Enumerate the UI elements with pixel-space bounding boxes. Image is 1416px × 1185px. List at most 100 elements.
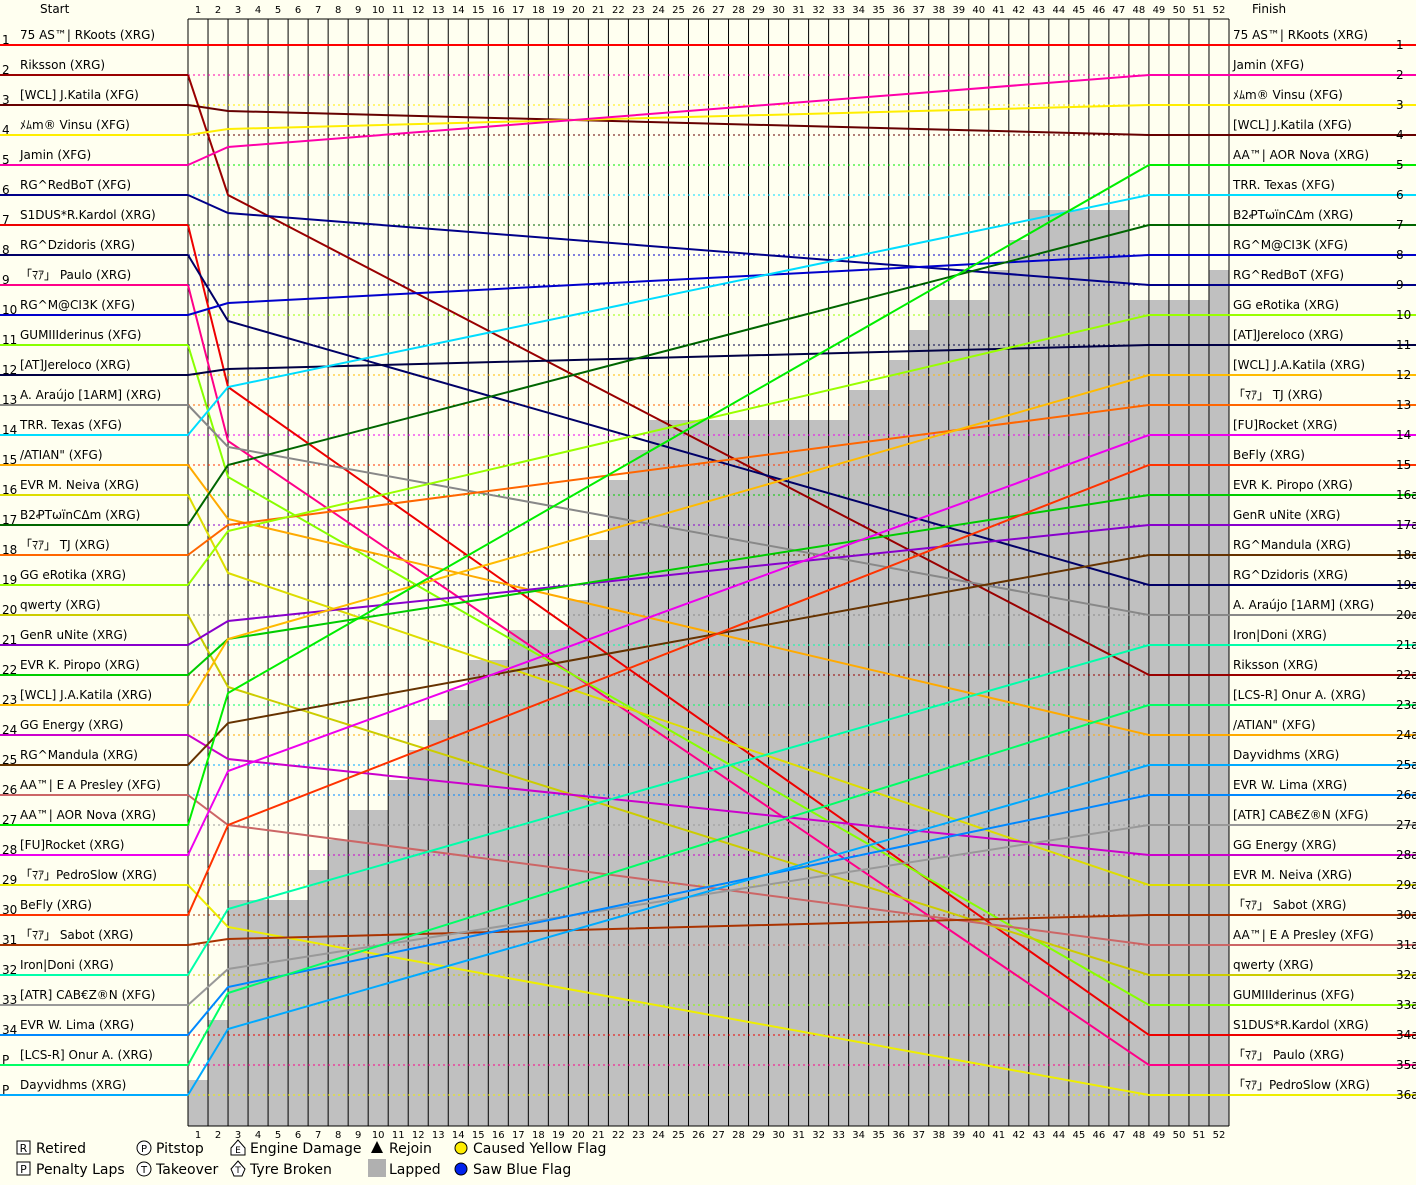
lap-number-bottom: 11 bbox=[392, 1130, 405, 1141]
lap-number-bottom: 9 bbox=[355, 1130, 361, 1141]
driver-trace bbox=[187, 254, 1229, 316]
lap-number-bottom: 37 bbox=[912, 1130, 925, 1141]
finish-position-number: 19a bbox=[1396, 578, 1416, 592]
lapped-bar bbox=[528, 630, 549, 1126]
lap-number-top: 41 bbox=[992, 5, 1005, 16]
lap-number-bottom: 46 bbox=[1093, 1130, 1106, 1141]
start-driver-name: [LCS-R] Onur A. (XRG) bbox=[20, 1048, 153, 1062]
lap-number-top: 31 bbox=[792, 5, 805, 16]
lapped-bar bbox=[1088, 210, 1109, 1126]
lapped-bar bbox=[608, 480, 629, 1126]
start-driver-name: ﾒﾑm® Vinsu (XFG) bbox=[20, 118, 130, 132]
lap-number-top: 17 bbox=[512, 5, 525, 16]
lapped-bar bbox=[908, 330, 929, 1126]
driver-trace bbox=[187, 704, 1229, 1066]
lap-number-bottom: 4 bbox=[255, 1130, 261, 1141]
finish-driver-name: EVR K. Piropo (XRG) bbox=[1233, 478, 1353, 492]
start-position-number: 19 bbox=[2, 573, 17, 587]
lap-number-top: 8 bbox=[335, 5, 341, 16]
start-position-number: 6 bbox=[2, 183, 10, 197]
legend-label: Takeover bbox=[155, 1162, 218, 1178]
start-driver-name: /ATIAN" (XFG) bbox=[20, 448, 103, 462]
lap-number-bottom: 26 bbox=[692, 1130, 705, 1141]
lap-number-bottom: 52 bbox=[1213, 1130, 1226, 1141]
lap-number-top: 49 bbox=[1153, 5, 1166, 16]
start-position-number: 28 bbox=[2, 843, 17, 857]
start-position-number: 34 bbox=[2, 1023, 17, 1037]
lap-number-bottom: 41 bbox=[992, 1130, 1005, 1141]
lap-number-top: 20 bbox=[572, 5, 585, 16]
finish-driver-name: 「ﾏｱ」PedroSlow (XRG) bbox=[1233, 1078, 1370, 1092]
start-driver-name: S1DUS*R.Kardol (XRG) bbox=[20, 208, 156, 222]
start-driver-name: GUMIIIderinus (XFG) bbox=[20, 328, 141, 342]
lap-number-top: 32 bbox=[812, 5, 825, 16]
start-position-number: 14 bbox=[2, 423, 17, 437]
driver-trace bbox=[187, 164, 1229, 826]
legend-symbol bbox=[16, 1140, 31, 1155]
lap-number-top: 28 bbox=[732, 5, 745, 16]
lapped-bar bbox=[548, 630, 569, 1126]
lapped-bar bbox=[308, 870, 329, 1126]
finish-driver-name: GUMIIIderinus (XFG) bbox=[1233, 988, 1354, 1002]
start-driver-name: GenR uNite (XRG) bbox=[20, 628, 127, 642]
finish-driver-name: AA™| E A Presley (XFG) bbox=[1233, 928, 1374, 942]
finish-driver-name: RG^Mandula (XRG) bbox=[1233, 538, 1351, 552]
lapped-bar bbox=[188, 1080, 209, 1126]
start-driver-name: Jamin (XFG) bbox=[19, 148, 91, 162]
start-position-number: 21 bbox=[2, 633, 17, 647]
finish-position-number: 16a bbox=[1396, 488, 1416, 502]
finish-position-number: 33a bbox=[1396, 998, 1416, 1012]
start-driver-name: EVR K. Piropo (XRG) bbox=[20, 658, 140, 672]
lapped-bar bbox=[948, 300, 969, 1126]
finish-driver-name: [LCS-R] Onur A. (XRG) bbox=[1233, 688, 1366, 702]
start-position-number: 10 bbox=[2, 303, 17, 317]
lapped-bar bbox=[1108, 210, 1129, 1126]
lapped-bar bbox=[828, 420, 849, 1126]
finish-driver-name: B2ꝒTωïnCΔm (XRG) bbox=[1233, 208, 1353, 222]
finish-position-number: 9 bbox=[1396, 278, 1404, 292]
lapped-bar bbox=[1128, 300, 1149, 1126]
lap-number-top: 36 bbox=[892, 5, 905, 16]
lapped-bar bbox=[448, 690, 469, 1126]
lap-number-bottom: 7 bbox=[315, 1130, 321, 1141]
legend-label: Tyre Broken bbox=[249, 1162, 332, 1178]
driver-trace bbox=[187, 404, 1229, 556]
finish-position-number: 7 bbox=[1396, 218, 1404, 232]
lap-number-top: 15 bbox=[472, 5, 485, 16]
legend-label: Retired bbox=[36, 1141, 86, 1157]
lap-number-bottom: 3 bbox=[235, 1130, 241, 1141]
lap-number-bottom: 16 bbox=[492, 1130, 505, 1141]
lapped-bar bbox=[468, 660, 489, 1126]
driver-trace bbox=[187, 884, 1229, 1096]
start-position-number: 26 bbox=[2, 783, 17, 797]
driver-trace bbox=[187, 404, 1229, 616]
legend-label: Pitstop bbox=[156, 1141, 204, 1157]
lap-number-bottom: 45 bbox=[1072, 1130, 1085, 1141]
finish-position-number: 29a bbox=[1396, 878, 1416, 892]
legend-symbol bbox=[230, 1160, 246, 1177]
lapped-bar bbox=[1168, 300, 1189, 1126]
start-driver-name: Iron|Doni (XRG) bbox=[20, 958, 114, 972]
lap-number-bottom: 5 bbox=[275, 1130, 281, 1141]
finish-driver-name: Jamin (XFG) bbox=[1232, 58, 1304, 72]
start-driver-name: RG^Dzidoris (XRG) bbox=[20, 238, 135, 252]
start-position-number: 25 bbox=[2, 753, 17, 767]
lapped-bar bbox=[848, 390, 869, 1126]
lap-number-top: 2 bbox=[215, 5, 221, 16]
start-driver-name: AA™| AOR Nova (XRG) bbox=[20, 808, 156, 822]
lap-number-bottom: 19 bbox=[552, 1130, 565, 1141]
lapped-bar bbox=[1188, 300, 1209, 1126]
lapped-bar bbox=[1028, 210, 1049, 1126]
lap-number-top: 51 bbox=[1193, 5, 1206, 16]
start-driver-name: GG eRotika (XRG) bbox=[20, 568, 126, 582]
lap-number-bottom: 23 bbox=[632, 1130, 645, 1141]
legend-symbol-letter: P bbox=[20, 1163, 27, 1176]
lapped-bar bbox=[348, 810, 369, 1126]
lapped-bar bbox=[428, 720, 449, 1126]
start-position-number: 23 bbox=[2, 693, 17, 707]
legend-symbol bbox=[136, 1140, 152, 1156]
legend-symbol bbox=[454, 1162, 468, 1176]
finish-driver-name: AA™| AOR Nova (XRG) bbox=[1233, 148, 1369, 162]
start-driver-name: [ATR] CAB€Z®N (XFG) bbox=[20, 988, 155, 1002]
lapped-bar bbox=[368, 810, 389, 1126]
